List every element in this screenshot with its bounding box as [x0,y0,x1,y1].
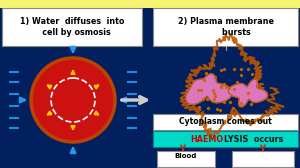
Polygon shape [186,74,232,104]
Text: LYSIS  occurs: LYSIS occurs [224,135,284,143]
Text: Blood: Blood [175,153,197,159]
Text: Cytoplasm comes out: Cytoplasm comes out [179,117,272,127]
Text: HAEMO: HAEMO [190,135,224,143]
FancyBboxPatch shape [153,131,298,147]
Circle shape [31,58,115,142]
Text: 2) Plasma membrane
        bursts: 2) Plasma membrane bursts [178,17,274,37]
FancyBboxPatch shape [157,151,215,167]
Polygon shape [228,79,268,107]
FancyBboxPatch shape [232,151,294,167]
FancyBboxPatch shape [153,114,298,130]
FancyBboxPatch shape [0,0,300,8]
FancyBboxPatch shape [2,8,142,46]
FancyBboxPatch shape [153,8,298,46]
Text: 1) Water  diffuses  into
   cell by osmosis: 1) Water diffuses into cell by osmosis [20,17,124,37]
